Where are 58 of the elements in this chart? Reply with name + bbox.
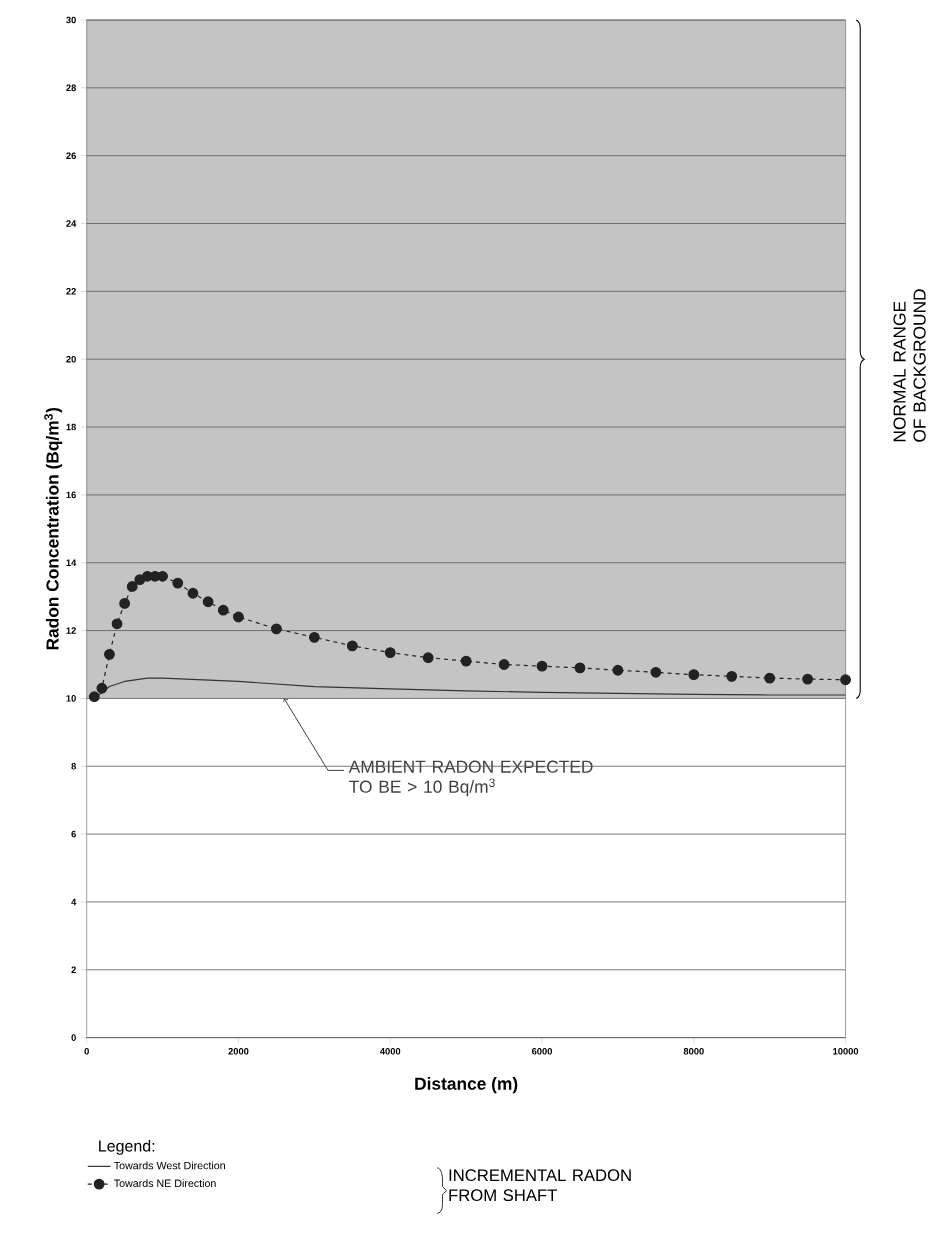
point xyxy=(308,631,320,643)
y-tick-label: 30 xyxy=(65,16,76,24)
y-tick-label: 12 xyxy=(66,627,76,634)
point xyxy=(612,664,624,676)
y-tick-label: 22 xyxy=(66,288,76,295)
point xyxy=(840,674,851,686)
x-tick-label: 2000 xyxy=(228,1048,249,1055)
point xyxy=(103,648,115,660)
point xyxy=(764,672,775,684)
point xyxy=(172,577,184,589)
text: INCREMENTAL RADON FROM SHAFT xyxy=(449,1169,631,1202)
point xyxy=(126,581,138,592)
y-tick-label: 14 xyxy=(66,559,77,566)
y-tick-label: 16 xyxy=(66,491,76,499)
point xyxy=(536,660,548,672)
x-tick-label: 6000 xyxy=(531,1048,552,1055)
y-tick-label: 10 xyxy=(66,695,76,702)
point xyxy=(232,611,244,623)
point xyxy=(217,604,229,616)
point xyxy=(270,623,282,635)
y-tick-label: 4 xyxy=(71,898,77,906)
point xyxy=(202,596,214,608)
point xyxy=(650,666,662,678)
point xyxy=(802,673,813,685)
y-tick-label: 2 xyxy=(71,966,76,974)
point xyxy=(88,691,100,703)
point xyxy=(688,669,700,681)
y-tick-label: 18 xyxy=(66,423,76,431)
legend-label: Towards West Direction xyxy=(113,1161,225,1170)
point xyxy=(384,647,396,659)
x-tick-label: 0 xyxy=(84,1048,89,1055)
point xyxy=(157,570,168,582)
annotation: AMBIENT RADON EXPECTED TO BE > 10 Bq/m$^{3}$ xyxy=(348,760,593,797)
y-tick-label: 26 xyxy=(66,152,76,159)
x-tick-label: 10000 xyxy=(833,1048,859,1055)
point xyxy=(460,655,472,667)
point xyxy=(574,662,586,674)
legend-label: Towards NE Direction xyxy=(113,1179,216,1188)
x-tick-label: 4000 xyxy=(379,1048,401,1055)
y-tick-label: 8 xyxy=(71,762,76,770)
point xyxy=(119,598,130,609)
y-tick-label: 28 xyxy=(66,84,76,92)
point xyxy=(96,682,108,694)
point xyxy=(111,618,123,630)
y-tick-label: 24 xyxy=(66,220,77,227)
x-axis-title: Distance (m) xyxy=(415,1077,518,1094)
point xyxy=(346,640,358,652)
y-tick-label: 6 xyxy=(71,830,76,838)
text: Radon Concentration (Bq/m$^{3}$) xyxy=(44,407,62,650)
point xyxy=(726,670,738,682)
y-tick-label: 20 xyxy=(66,355,76,363)
point xyxy=(422,652,434,664)
point xyxy=(498,659,510,670)
band-label: NORMAL RANGE OF BACKGROUND xyxy=(893,289,926,442)
x-tick-label: 8000 xyxy=(683,1048,704,1055)
point xyxy=(187,587,199,599)
legend-title: Legend: xyxy=(98,1139,155,1155)
y-tick-label: 0 xyxy=(71,1034,76,1041)
